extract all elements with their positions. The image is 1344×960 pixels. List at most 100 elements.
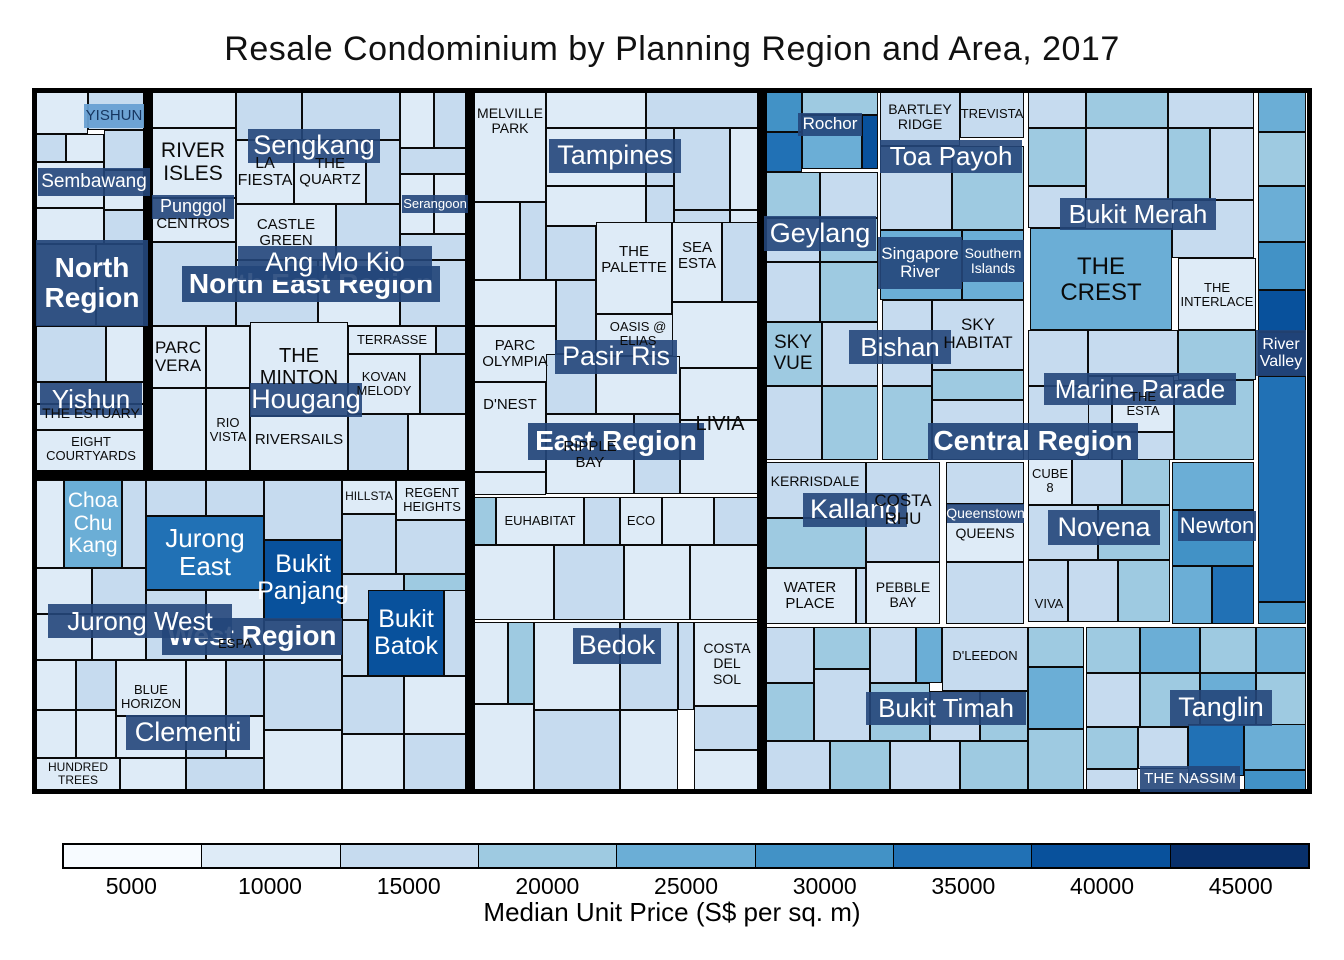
treemap-cell [366,140,400,204]
treemap-cell [764,262,820,322]
treemap-cell [890,741,960,791]
treemap-cell [952,146,1024,230]
treemap-cell [764,518,866,568]
treemap-cell [150,90,236,128]
treemap-cell [1172,462,1254,510]
treemap-cell [104,170,146,210]
treemap-cell [820,218,878,262]
treemap-cell [1256,627,1306,673]
treemap-cell [624,545,690,620]
treemap-cell [400,234,468,260]
treemap-cell [92,614,146,660]
treemap-cell [674,128,730,210]
treemap-cell [1178,330,1256,380]
treemap-cell [64,480,122,568]
treemap-cell [646,128,674,186]
treemap-cell [880,230,962,300]
treemap-cell [206,326,250,388]
treemap-cell [150,128,236,198]
treemap-cell [1086,627,1140,673]
treemap-cell [546,186,646,226]
legend-tick: 40000 [1070,873,1135,899]
treemap-cell [36,382,146,404]
treemap-cell [1028,505,1098,560]
treemap-cell [342,514,396,574]
legend-colorbar [62,843,1310,869]
legend-tick: 25000 [654,873,718,899]
treemap-cell [764,322,822,386]
treemap-cell [764,683,814,741]
treemap-cell [474,382,546,472]
treemap-cell [1200,627,1256,673]
treemap-cell [264,730,342,794]
treemap-cell [962,230,1024,300]
treemap-cell [764,568,856,624]
treemap-cell [36,710,76,758]
treemap-cell [146,480,206,516]
treemap-cell [474,472,546,495]
treemap-cell [408,414,468,472]
treemap-cell [546,226,596,280]
treemap-cell [496,497,584,545]
treemap-cell [546,128,646,186]
treemap-cell [250,416,348,472]
legend-tick: 15000 [376,873,441,899]
treemap-cell [36,134,66,162]
treemap-cell [1122,455,1170,505]
treemap-cell [120,758,186,792]
treemap-cell [96,244,146,326]
treemap-cell [36,614,92,660]
treemap-cell [764,218,820,262]
treemap-cell [474,622,508,704]
treemap-cell [36,758,120,792]
treemap-cell [714,497,760,545]
treemap-cell [186,716,226,758]
treemap-cell [680,420,760,494]
treemap-cell [814,627,870,669]
treemap-cell [36,568,92,614]
treemap-cell [206,480,264,516]
treemap-cell [400,260,468,326]
treemap-cell [150,388,206,472]
treemap-cell [1112,376,1174,432]
treemap-cell [264,540,342,620]
treemap-cell [1028,729,1084,791]
treemap-cell [508,622,534,704]
treemap-cell [1258,132,1306,186]
legend-color-segment [339,845,478,867]
treemap-cell [1258,290,1306,332]
treemap-cell [1258,332,1306,376]
legend-color-segment [1169,845,1308,867]
treemap-cell [76,660,116,710]
treemap-cell [302,90,400,140]
legend-tick: 5000 [105,873,157,899]
treemap-cell [146,590,206,660]
legend-tick: 30000 [792,873,857,899]
treemap-cell [764,90,802,132]
treemap-cell [584,497,620,545]
treemap-cell [856,568,866,624]
treemap-cell [206,590,264,660]
treemap-cell [960,741,1028,791]
treemap-cell [646,90,760,128]
treemap-cell [1028,90,1086,128]
treemap-cell [870,627,916,683]
treemap-cell [250,322,348,416]
treemap-cell [1118,560,1170,622]
legend-tick: 35000 [931,873,996,899]
treemap-cell [946,504,1024,562]
treemap-cell [150,326,206,388]
treemap-cell [264,660,342,730]
treemap-cell [318,260,400,326]
treemap-cell [1086,727,1138,769]
treemap-cell [36,208,104,244]
treemap-cell [1172,566,1212,624]
treemap-cell [1244,770,1306,792]
treemap-cell [1168,90,1254,128]
treemap-cell [916,627,942,683]
treemap-cell [882,386,932,460]
legend-ticks: 5000 10000 15000 20000 25000 30000 35000 40000 4… [62,873,1310,900]
treemap-cell [342,734,404,794]
legend-color-segment [477,845,617,867]
treemap-cell [150,198,236,242]
